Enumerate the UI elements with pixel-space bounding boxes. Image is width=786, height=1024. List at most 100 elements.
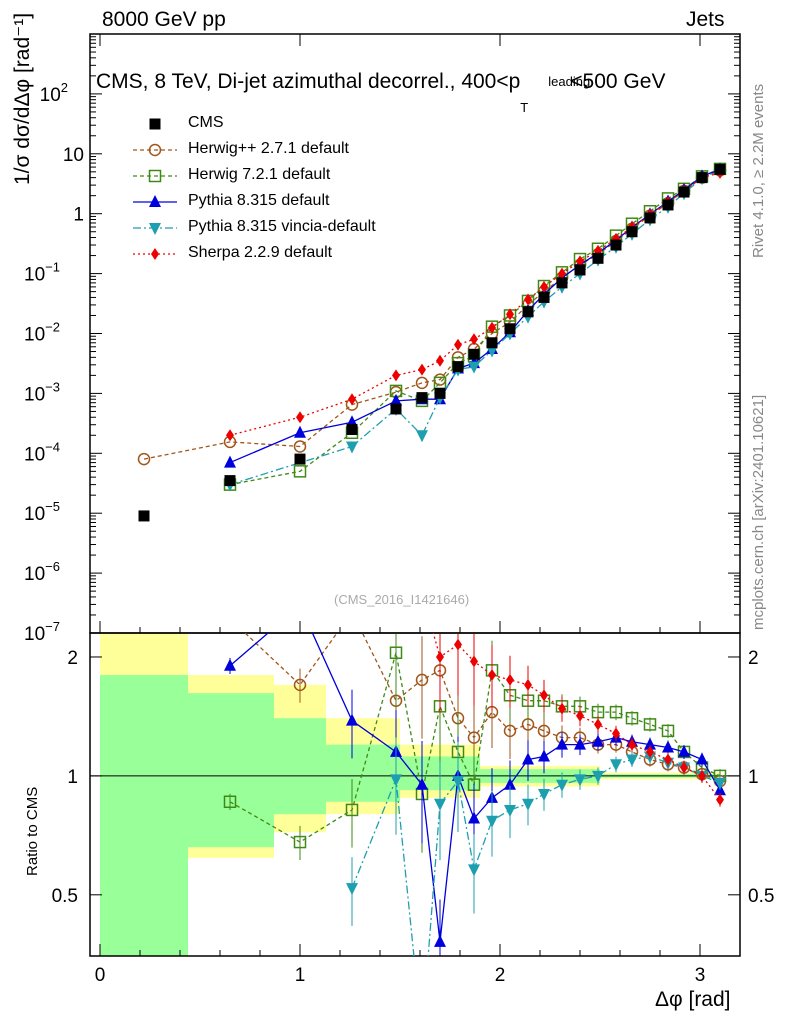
cms-point [346, 423, 358, 435]
ratio-point-pythia-8-315-vincia-default [556, 779, 568, 792]
top-y-axis-label: 1/σ dσ/dΔφ [rad⁻¹] [11, 12, 34, 185]
ratio-point-pythia-8-315-vincia-default [610, 759, 622, 772]
ratio-point-pythia-8-315-vincia-default [574, 774, 586, 787]
ytick-label--4: 10−4 [24, 439, 60, 465]
ratio-point-sherpa-2-2-9-default [612, 727, 620, 740]
ratio-tick-label: 0.5 [52, 886, 78, 907]
cms-point [610, 239, 622, 251]
legend-pythia: Pythia 8.315 default [188, 192, 330, 209]
ratio-line-sherpa-2-2-9-default [432, 633, 721, 801]
series-point-sherpa-2-2-9-default [418, 363, 426, 376]
ratio-point-pythia-8-315-default [678, 744, 690, 757]
legend-marker-2 [149, 195, 161, 207]
ratio-point-pythia-8-315-vincia-default [346, 883, 358, 896]
series-point-pythia-8-315-vincia-default [468, 361, 480, 374]
ratio-point-herwig-7-2-1-default [389, 646, 403, 659]
ratio-point-herwig-7-2-1-default [625, 711, 639, 725]
series-line-pythia-8-315-default [229, 168, 721, 464]
cms-point [522, 306, 534, 318]
ratio-line-pythia-8-315-default [229, 633, 721, 942]
title-sub: T [520, 100, 529, 115]
series-point-pythia-8-315-vincia-default [346, 441, 358, 454]
ratio-tick-label: 1 [67, 767, 78, 788]
series-line-herwig-7-2-1-default [229, 168, 721, 486]
series-point-sherpa-2-2-9-default [524, 293, 532, 306]
cms-point [504, 323, 516, 335]
cms-point [556, 277, 568, 289]
cms-point [294, 453, 306, 465]
band-green-0 [100, 675, 188, 956]
legend-marker-3 [149, 223, 161, 235]
ratio-point-pythia-8-315-default [434, 934, 446, 947]
ratio-point-herwig-2-7-1-default [415, 673, 429, 687]
series-point-sherpa-2-2-9-default [488, 321, 496, 334]
series-point-sherpa-2-2-9-default [558, 267, 566, 280]
legend-herwigpp: Herwig++ 2.7.1 default [188, 140, 349, 157]
ratio-point-herwig-2-7-1-default [467, 731, 481, 744]
cms-point [574, 264, 586, 276]
bottom-y-axis-label: Ratio to CMS [24, 786, 41, 876]
ratio-point-pythia-8-315-default [644, 737, 656, 750]
x-axis-label: Δφ [rad] [655, 988, 731, 1011]
ratio-point-pythia-8-315-default [468, 811, 480, 824]
xtick-label-1: 1 [295, 965, 306, 986]
ratio-point-sherpa-2-2-9-default [716, 793, 724, 806]
ratio-point-pythia-8-315-default [224, 658, 236, 671]
series-point-herwig-7-2-1-default [293, 465, 307, 478]
ratio-line-herwig-7-2-1-default [229, 652, 721, 843]
band-green-1 [188, 693, 274, 848]
cms-point [224, 475, 236, 487]
cms-point [390, 403, 402, 415]
cms-point [138, 510, 150, 522]
xtick-label-3: 3 [695, 965, 706, 986]
cms-point [416, 392, 428, 404]
series-point-sherpa-2-2-9-default [392, 369, 400, 382]
series-point-sherpa-2-2-9-default [436, 354, 444, 367]
ratio-point-sherpa-2-2-9-default [628, 738, 636, 751]
ratio-tick-label-r: 0.5 [748, 886, 774, 907]
ratio-point-herwig-7-2-1-default [345, 803, 359, 817]
series-point-herwig-2-7-1-default [137, 452, 151, 466]
ratio-point-pythia-8-315-default [522, 752, 534, 765]
band-green-2 [274, 718, 326, 815]
series-point-sherpa-2-2-9-default [470, 333, 478, 346]
watermark: (CMS_2016_I1421646) [334, 592, 470, 607]
ratio-point-pythia-8-315-default [504, 777, 516, 790]
ratio-point-herwig-7-2-1-default [223, 795, 237, 809]
series-point-sherpa-2-2-9-default [226, 429, 234, 442]
ratio-point-sherpa-2-2-9-default [436, 650, 444, 663]
ratio-tick-label: 2 [67, 648, 78, 669]
legend-pythia-vincia: Pythia 8.315 vincia-default [188, 218, 376, 235]
ratio-point-sherpa-2-2-9-default [506, 673, 514, 686]
ratio-point-pythia-8-315-vincia-default [714, 777, 726, 790]
ytick-label--2: 10−2 [24, 320, 60, 346]
series-point-sherpa-2-2-9-default [506, 308, 514, 321]
series-point-sherpa-2-2-9-default [576, 255, 584, 268]
legend-marker-1 [148, 169, 162, 183]
series-point-pythia-8-315-default [390, 393, 402, 406]
ratio-point-pythia-8-315-default [556, 737, 568, 750]
ytick-label--5: 10−5 [24, 499, 60, 525]
series-point-pythia-8-315-vincia-default [416, 430, 428, 443]
cms-point [538, 291, 550, 303]
ratio-point-sherpa-2-2-9-default [454, 638, 462, 651]
ytick-label--3: 10−3 [24, 379, 60, 405]
ratio-point-pythia-8-315-vincia-default [468, 864, 480, 877]
ratio-point-herwig-7-2-1-default [609, 705, 623, 719]
ratio-point-pythia-8-315-default [538, 749, 550, 762]
legend-marker-cms [149, 118, 161, 130]
cms-point [468, 348, 480, 360]
ratio-point-sherpa-2-2-9-default [488, 669, 496, 682]
bottom-frame [89, 632, 741, 957]
rivet-label: Rivet 4.1.0, ≥ 2.2M events [750, 83, 767, 258]
ratio-point-sherpa-2-2-9-default [524, 678, 532, 691]
legend-marker-4 [151, 248, 159, 260]
legend-herwig7: Herwig 7.2.1 default [188, 166, 331, 183]
ratio-point-sherpa-2-2-9-default [594, 718, 602, 731]
cms-point [452, 361, 464, 373]
cms-point [696, 172, 708, 184]
mcplots-label: mcplots.cern.ch [arXiv:2401.10621] [750, 394, 767, 630]
ratio-point-pythia-8-315-default [574, 737, 586, 750]
series-point-herwig-2-7-1-default [293, 440, 307, 453]
